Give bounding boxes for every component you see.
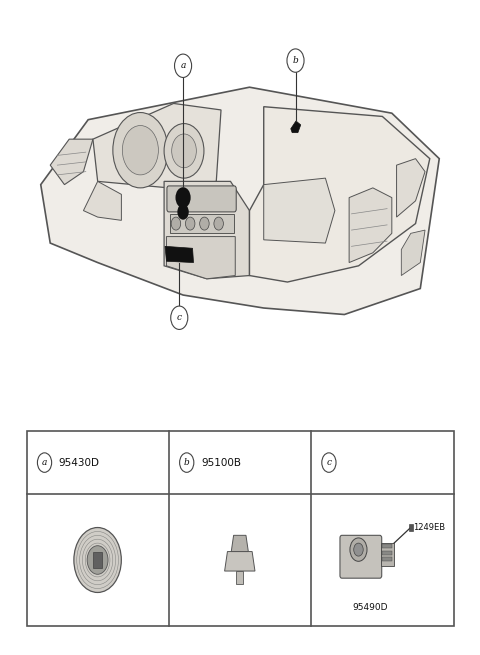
Polygon shape [291, 121, 301, 133]
Circle shape [164, 124, 204, 178]
Circle shape [287, 49, 304, 72]
Circle shape [175, 54, 192, 77]
Circle shape [214, 217, 223, 230]
Polygon shape [231, 535, 248, 552]
Polygon shape [164, 181, 250, 279]
Circle shape [322, 453, 336, 472]
Circle shape [350, 538, 367, 561]
Polygon shape [349, 188, 392, 263]
Circle shape [37, 453, 52, 472]
Text: 95490D: 95490D [353, 603, 388, 612]
Circle shape [74, 527, 121, 593]
Circle shape [354, 543, 363, 556]
FancyBboxPatch shape [340, 535, 382, 578]
Circle shape [171, 217, 180, 230]
Polygon shape [396, 159, 425, 217]
Circle shape [172, 134, 196, 168]
Circle shape [178, 204, 189, 219]
Text: 1249EB: 1249EB [413, 523, 445, 532]
Circle shape [122, 126, 158, 175]
Circle shape [113, 113, 168, 188]
FancyBboxPatch shape [382, 557, 392, 561]
FancyBboxPatch shape [382, 544, 392, 548]
FancyBboxPatch shape [167, 186, 236, 212]
Text: b: b [184, 458, 190, 467]
Polygon shape [93, 103, 221, 188]
Polygon shape [225, 552, 255, 571]
FancyBboxPatch shape [381, 543, 394, 567]
Text: 95430D: 95430D [58, 458, 99, 468]
FancyBboxPatch shape [237, 571, 243, 584]
Polygon shape [84, 181, 121, 220]
Circle shape [171, 306, 188, 329]
FancyBboxPatch shape [409, 523, 413, 531]
Polygon shape [50, 139, 93, 185]
Polygon shape [167, 236, 235, 279]
Text: c: c [326, 458, 331, 467]
Circle shape [185, 217, 195, 230]
FancyBboxPatch shape [26, 432, 454, 626]
Polygon shape [41, 87, 439, 314]
Circle shape [200, 217, 209, 230]
Text: a: a [42, 458, 47, 467]
Text: 95100B: 95100B [201, 458, 241, 468]
Polygon shape [250, 107, 430, 282]
Polygon shape [401, 230, 425, 276]
Text: a: a [180, 62, 186, 70]
Polygon shape [264, 178, 335, 243]
FancyBboxPatch shape [382, 551, 392, 555]
FancyBboxPatch shape [93, 552, 102, 569]
FancyBboxPatch shape [170, 214, 234, 233]
Circle shape [176, 187, 191, 208]
Circle shape [180, 453, 194, 472]
Polygon shape [165, 246, 193, 263]
Circle shape [87, 546, 108, 574]
Text: c: c [177, 313, 182, 322]
Text: b: b [293, 56, 299, 65]
